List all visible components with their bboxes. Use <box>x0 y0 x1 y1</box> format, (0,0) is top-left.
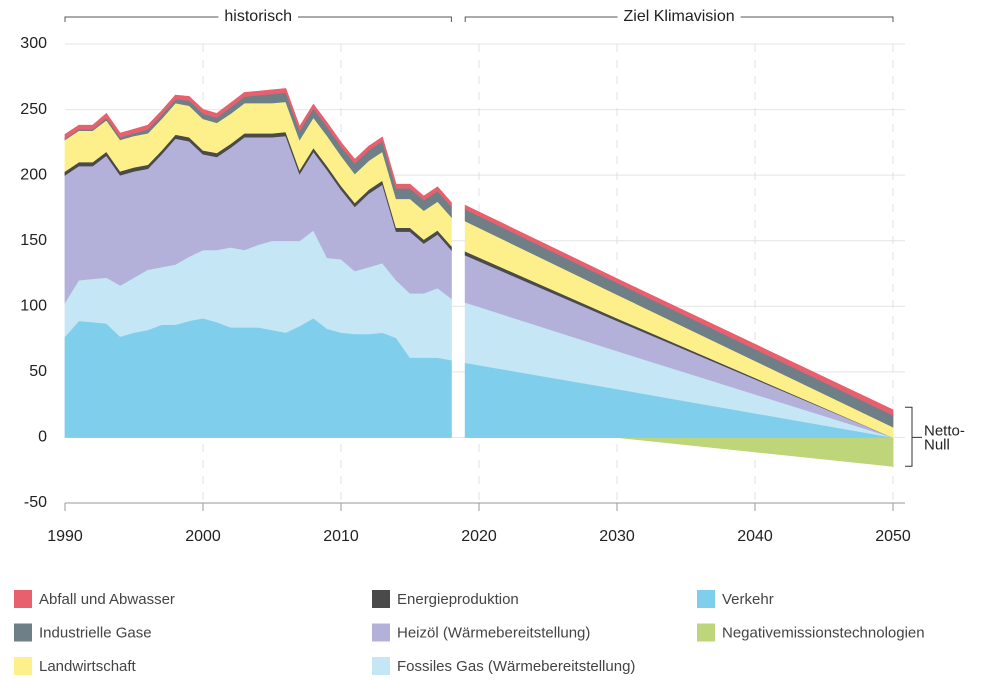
legend-swatch <box>697 590 715 608</box>
period-label: historisch <box>224 8 292 25</box>
annotation-text: Null <box>924 436 950 453</box>
legend-label: Landwirtschaft <box>39 658 137 675</box>
y-tick-label: 250 <box>20 101 47 118</box>
period-bracket <box>464 16 894 22</box>
x-tick-label: 2050 <box>875 528 911 545</box>
y-tick-label: 100 <box>20 298 47 315</box>
y-tick-label: 200 <box>20 166 47 183</box>
legend-label: Verkehr <box>722 591 774 608</box>
legend-swatch <box>372 623 390 642</box>
y-tick-label: 150 <box>20 232 47 249</box>
legend-label: Fossiles Gas (Wärmebereitstellung) <box>397 658 635 675</box>
y-tick-label: 50 <box>29 363 47 380</box>
period-label: Ziel Klimavision <box>624 8 735 25</box>
period-bracket <box>64 16 452 22</box>
x-tick-label: 2030 <box>599 528 635 545</box>
legend-swatch <box>697 623 715 642</box>
area <box>464 204 894 416</box>
legend-swatch <box>14 623 32 642</box>
y-tick-label: 0 <box>38 429 47 446</box>
x-tick-label: 2020 <box>461 528 497 545</box>
annotation-text: Netto- <box>924 422 965 439</box>
legend-label: Energieproduktion <box>397 591 519 608</box>
annotation-bracket <box>905 406 922 467</box>
y-tick-label: -50 <box>24 494 47 511</box>
x-tick-label: 2040 <box>737 528 773 545</box>
legend-label: Heizöl (Wärmebereitstellung) <box>397 624 590 641</box>
legend-label: Abfall und Abwasser <box>39 591 175 608</box>
legend-label: Industrielle Gase <box>39 624 152 641</box>
legend-swatch <box>372 590 390 608</box>
area <box>465 437 894 467</box>
area <box>64 88 452 208</box>
x-tick-label: 1990 <box>47 528 83 545</box>
legend-label: Negativemissionstechnologien <box>722 624 925 641</box>
legend-swatch <box>372 657 390 675</box>
y-tick-label: 300 <box>20 35 47 52</box>
legend-swatch <box>14 657 32 675</box>
legend-swatch <box>14 590 32 608</box>
x-tick-label: 2000 <box>185 528 221 545</box>
x-tick-label: 2010 <box>323 528 359 545</box>
